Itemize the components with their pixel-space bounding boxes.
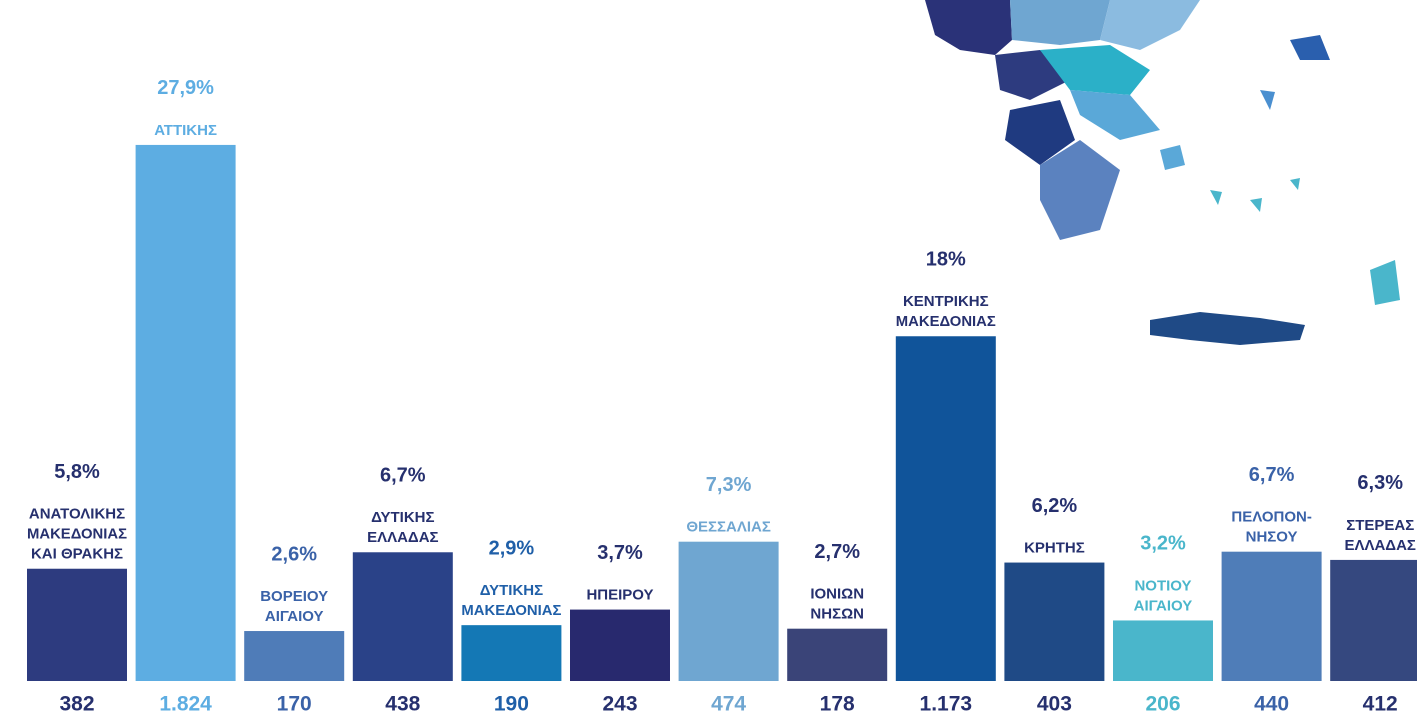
value-label: 412 bbox=[1363, 693, 1398, 716]
share-label: 2,9% bbox=[489, 537, 535, 559]
category-label: ΕΛΛΑΔΑΣ bbox=[1344, 537, 1415, 554]
value-label: 440 bbox=[1254, 693, 1289, 716]
bar bbox=[352, 552, 453, 681]
value-label: 403 bbox=[1037, 693, 1072, 716]
category-label: ΜΑΚΕΔΟΝΙΑΣ bbox=[461, 602, 561, 619]
category-label: ΠΕΛΟΠΟΝ- bbox=[1231, 509, 1311, 526]
share-label: 5,8% bbox=[54, 461, 100, 483]
bar bbox=[135, 144, 236, 682]
value-label: 1.173 bbox=[920, 693, 973, 716]
value-label: 178 bbox=[820, 693, 855, 716]
category-label: ΚΑΙ ΘΡΑΚΗΣ bbox=[31, 546, 123, 563]
bar bbox=[27, 568, 127, 681]
bar bbox=[678, 541, 779, 681]
category-label: ΜΑΚΕΔΟΝΙΑΣ bbox=[896, 313, 996, 330]
map bbox=[925, 0, 1400, 345]
category-label: ΕΛΛΑΔΑΣ bbox=[367, 529, 438, 546]
value-label: 382 bbox=[59, 693, 94, 716]
share-label: 6,7% bbox=[1249, 464, 1295, 486]
category-label: ΝΟΤΙΟΥ bbox=[1134, 577, 1191, 594]
value-label: 170 bbox=[277, 693, 312, 716]
value-label: 243 bbox=[602, 693, 637, 716]
value-label: 474 bbox=[711, 693, 746, 716]
value-label: 206 bbox=[1145, 693, 1180, 716]
value-label: 1.824 bbox=[159, 693, 212, 716]
bar bbox=[1221, 551, 1322, 681]
value-label: 438 bbox=[385, 693, 420, 716]
share-label: 3,7% bbox=[597, 542, 643, 564]
share-label: 6,2% bbox=[1032, 495, 1078, 517]
category-label: ΑΙΓΑΙΟΥ bbox=[1134, 597, 1193, 614]
share-label: 2,6% bbox=[271, 543, 317, 565]
bar bbox=[1113, 620, 1213, 681]
category-label: ΑΤΤΙΚΗΣ bbox=[154, 122, 217, 139]
value-label: 190 bbox=[494, 693, 529, 716]
category-label: ΘΕΣΣΑΛΙΑΣ bbox=[686, 519, 771, 536]
share-label: 6,7% bbox=[380, 465, 426, 487]
category-label: ΚΡΗΤΗΣ bbox=[1024, 540, 1085, 557]
share-label: 3,2% bbox=[1140, 533, 1186, 555]
category-label: ΒΟΡΕΙΟΥ bbox=[260, 588, 328, 605]
category-label: ΑΝΑΤΟΛΙΚΗΣ bbox=[29, 506, 125, 523]
category-label: ΣΤΕΡΕΑΣ bbox=[1346, 517, 1414, 534]
category-label: ΝΗΣΟΥ bbox=[1246, 529, 1298, 546]
bar bbox=[461, 625, 562, 681]
category-label: ΚΕΝΤΡΙΚΗΣ bbox=[903, 293, 989, 310]
share-label: 27,9% bbox=[157, 77, 214, 99]
bar bbox=[570, 609, 670, 681]
share-label: 6,3% bbox=[1357, 472, 1403, 494]
category-label: ΝΗΣΩΝ bbox=[810, 606, 864, 623]
bar bbox=[1330, 559, 1417, 681]
category-label: ΗΠΕΙΡΟΥ bbox=[586, 587, 653, 604]
bar bbox=[1004, 562, 1105, 681]
bar bbox=[895, 336, 996, 681]
category-label: ΜΑΚΕΔΟΝΙΑΣ bbox=[27, 526, 127, 543]
share-label: 2,7% bbox=[814, 541, 860, 563]
category-label: ΔΥΤΙΚΗΣ bbox=[371, 509, 434, 526]
category-label: ΑΙΓΑΙΟΥ bbox=[265, 608, 324, 625]
category-label: ΔΥΤΙΚΗΣ bbox=[480, 582, 543, 599]
bar bbox=[787, 628, 888, 681]
category-label: ΙΟΝΙΩΝ bbox=[810, 586, 864, 603]
bar bbox=[244, 631, 345, 681]
share-label: 18% bbox=[926, 249, 966, 271]
share-label: 7,3% bbox=[706, 474, 752, 496]
